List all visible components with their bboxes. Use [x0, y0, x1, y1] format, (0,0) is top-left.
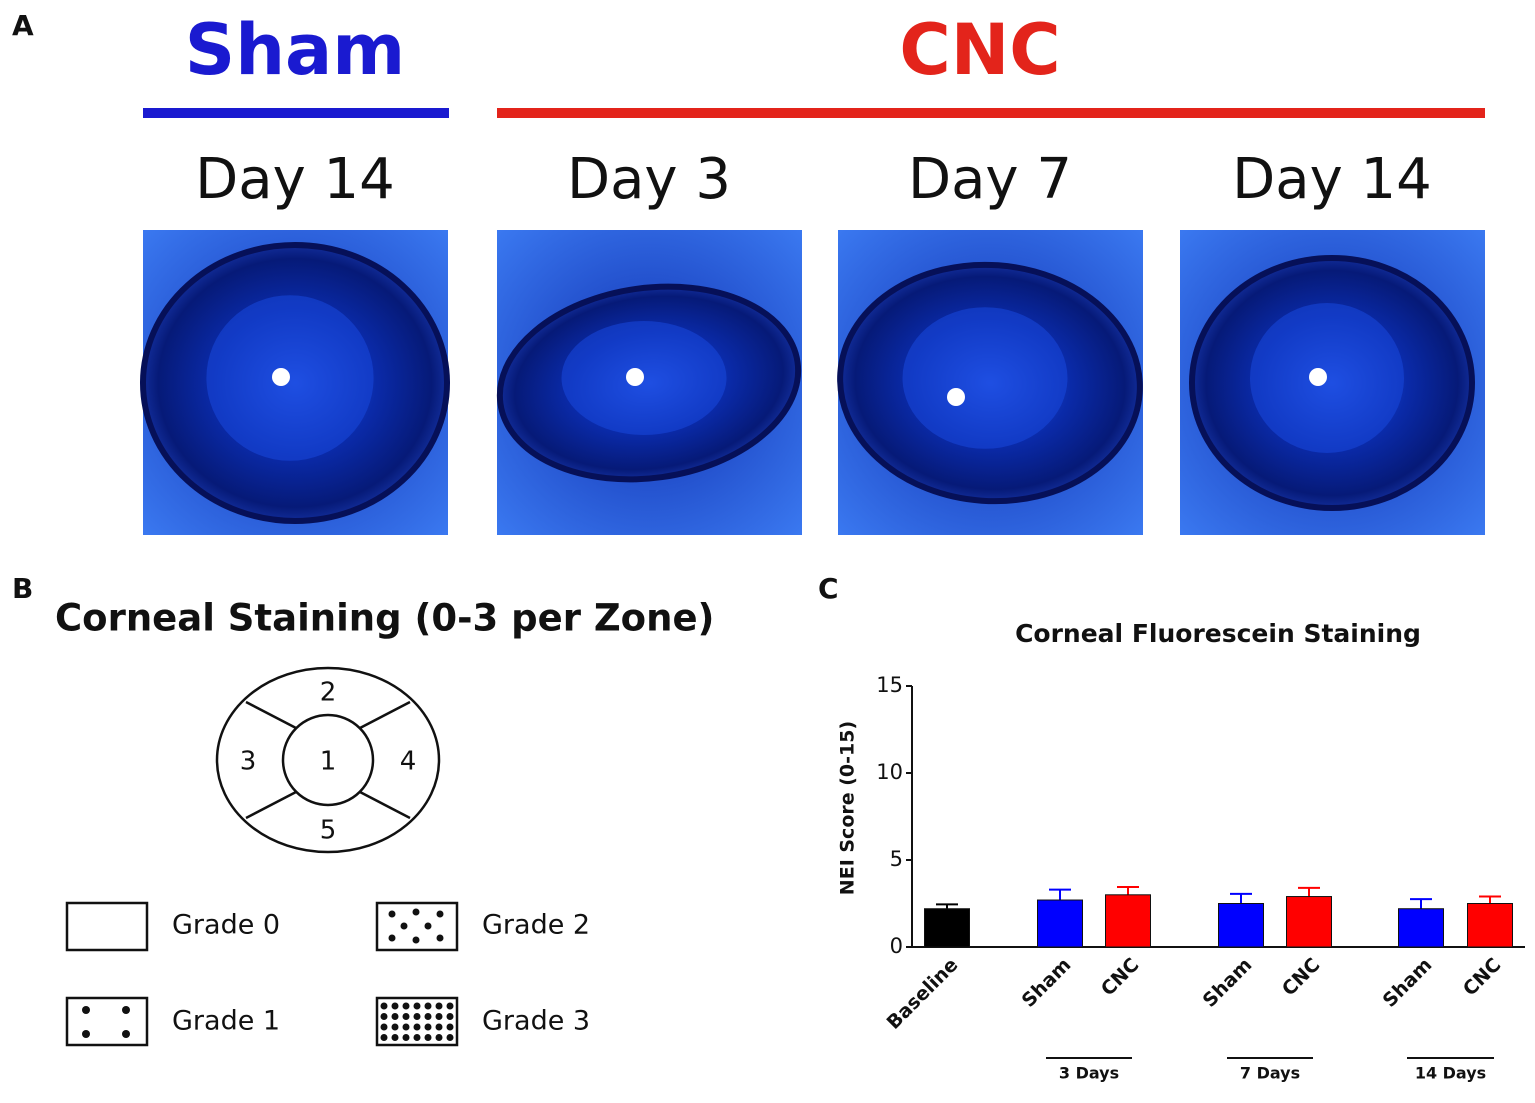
bar	[924, 908, 970, 948]
bar	[1286, 896, 1332, 948]
grade-dot	[380, 1002, 388, 1010]
grade-dot	[424, 1023, 432, 1031]
bar	[1218, 903, 1264, 948]
group-label: 14 Days	[1415, 1064, 1486, 1083]
grade-label: Grade 0	[172, 910, 280, 941]
image-caption: Day 14	[1232, 147, 1432, 212]
grade-dot	[435, 1013, 443, 1020]
zone-label: 5	[320, 816, 337, 846]
cornea	[1250, 303, 1404, 453]
chart-title: Corneal Fluorescein Staining	[1015, 619, 1421, 648]
grade-dot	[402, 1013, 410, 1020]
grade-dot	[446, 1013, 454, 1020]
x-tick-label: CNC	[1278, 954, 1325, 1001]
zone-label: 4	[400, 747, 417, 777]
panel-label: A	[12, 9, 34, 42]
panel-label: C	[818, 572, 839, 605]
grade-dot	[424, 1002, 432, 1010]
bar	[1037, 899, 1083, 948]
grade-dot	[424, 1034, 432, 1041]
grade-dot	[446, 1002, 454, 1010]
grade-dot	[380, 1034, 388, 1041]
group-bar	[497, 108, 1485, 118]
grade-dot	[380, 1023, 388, 1031]
group-bar	[143, 108, 449, 118]
diagram-title: Corneal Staining (0-3 per Zone)	[55, 597, 714, 640]
grade-dot	[391, 1013, 399, 1020]
image-caption: Day 7	[908, 147, 1072, 212]
cornea	[902, 307, 1068, 449]
x-tick-label: CNC	[1459, 954, 1506, 1001]
bar	[1398, 908, 1444, 948]
grade-dot	[446, 1034, 454, 1041]
group-label: 3 Days	[1059, 1064, 1119, 1083]
grade-dot	[380, 1013, 388, 1020]
group-label: 7 Days	[1240, 1064, 1300, 1083]
zone-label: 3	[240, 747, 257, 777]
grade-label: Grade 3	[482, 1006, 590, 1037]
x-tick-label: Sham	[1379, 954, 1437, 1012]
x-tick-label: CNC	[1097, 954, 1144, 1001]
bar	[1467, 903, 1513, 948]
y-tick-label: 5	[890, 847, 903, 871]
reflection	[947, 388, 965, 406]
image-caption: Day 3	[567, 147, 731, 212]
grade-dot	[402, 1002, 410, 1010]
grade-dots	[82, 908, 454, 1041]
grade-label: Grade 1	[172, 1006, 280, 1037]
reflection	[1309, 368, 1327, 386]
y-tick-label: 0	[890, 934, 903, 958]
x-tick-label: Baseline	[883, 954, 963, 1034]
x-tick-label: Sham	[1018, 954, 1076, 1012]
reflection	[272, 368, 290, 386]
y-tick-label: 10	[876, 760, 903, 784]
y-axis-label: NEI Score (0-15)	[837, 721, 859, 895]
group-title: CNC	[899, 9, 1060, 91]
group-title: Sham	[185, 9, 405, 91]
grade-dot	[391, 1023, 399, 1031]
zone-label: 2	[320, 678, 337, 708]
image-caption: Day 14	[195, 147, 395, 212]
bar	[1105, 894, 1151, 948]
x-tick-label: Sham	[1199, 954, 1257, 1012]
cornea	[561, 321, 727, 435]
y-tick-label: 15	[876, 673, 903, 697]
panel-label: B	[12, 572, 33, 605]
zone-label: 1	[320, 747, 337, 777]
grade-dot	[402, 1023, 410, 1031]
cornea	[206, 295, 374, 461]
grade-dot	[435, 1034, 443, 1041]
reflection	[626, 368, 644, 386]
grade-dot	[413, 1034, 421, 1041]
grade-dot	[402, 1034, 410, 1041]
grade-dot	[391, 1034, 399, 1041]
grade-dot	[391, 1002, 399, 1010]
zone-diagram	[215, 666, 441, 854]
grade-dot	[435, 1023, 443, 1031]
grade-dot	[413, 1002, 421, 1010]
grade-dot	[435, 1002, 443, 1010]
grade-label: Grade 2	[482, 910, 590, 941]
grade-dot	[424, 1013, 432, 1020]
grade-dot	[413, 1013, 421, 1020]
grade-dot	[446, 1023, 454, 1031]
grade-dot	[413, 1023, 421, 1031]
